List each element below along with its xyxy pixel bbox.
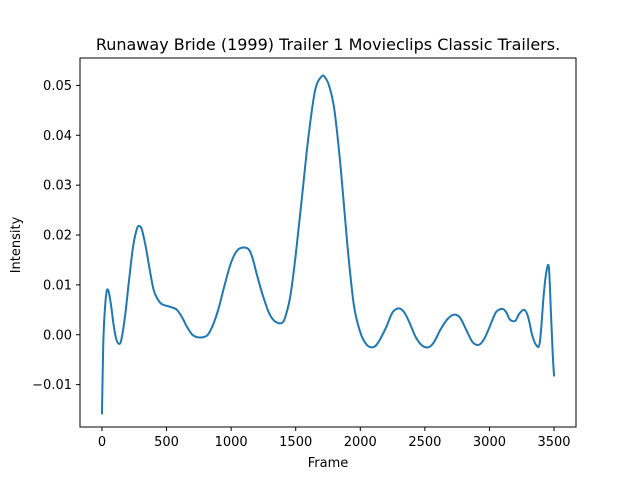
x-tick-label: 1000: [215, 435, 248, 450]
y-tick-label: 0.01: [43, 278, 72, 293]
y-axis-ticks: −0.01 0.00 0.01 0.02 0.03 0.04 0.05: [32, 79, 80, 393]
y-axis-label: Intensity: [9, 216, 24, 273]
intensity-series-line: [100, 74, 556, 415]
x-tick-label: 1500: [279, 435, 312, 450]
x-tick-label: 2500: [408, 435, 441, 450]
x-tick-label: 500: [154, 435, 179, 450]
y-tick-label: 0.03: [43, 179, 72, 194]
x-tick-label: 3500: [537, 435, 570, 450]
y-tick-label: −0.01: [32, 378, 72, 393]
x-tick-label: 0: [98, 435, 106, 450]
y-tick-label: 0.02: [43, 229, 72, 244]
y-tick-label: 0.05: [43, 79, 72, 94]
x-axis-label: Frame: [308, 456, 349, 471]
x-tick-label: 2000: [344, 435, 377, 450]
x-tick-label: 3000: [473, 435, 506, 450]
y-tick-label: 0.04: [43, 129, 72, 144]
y-tick-label: 0.00: [43, 328, 72, 343]
plot-frame: [79, 57, 577, 428]
x-axis-ticks: 0 500 1000 1500 2000 2500 3000 3500: [98, 427, 571, 450]
chart-title: Runaway Bride (1999) Trailer 1 Movieclip…: [96, 35, 560, 54]
